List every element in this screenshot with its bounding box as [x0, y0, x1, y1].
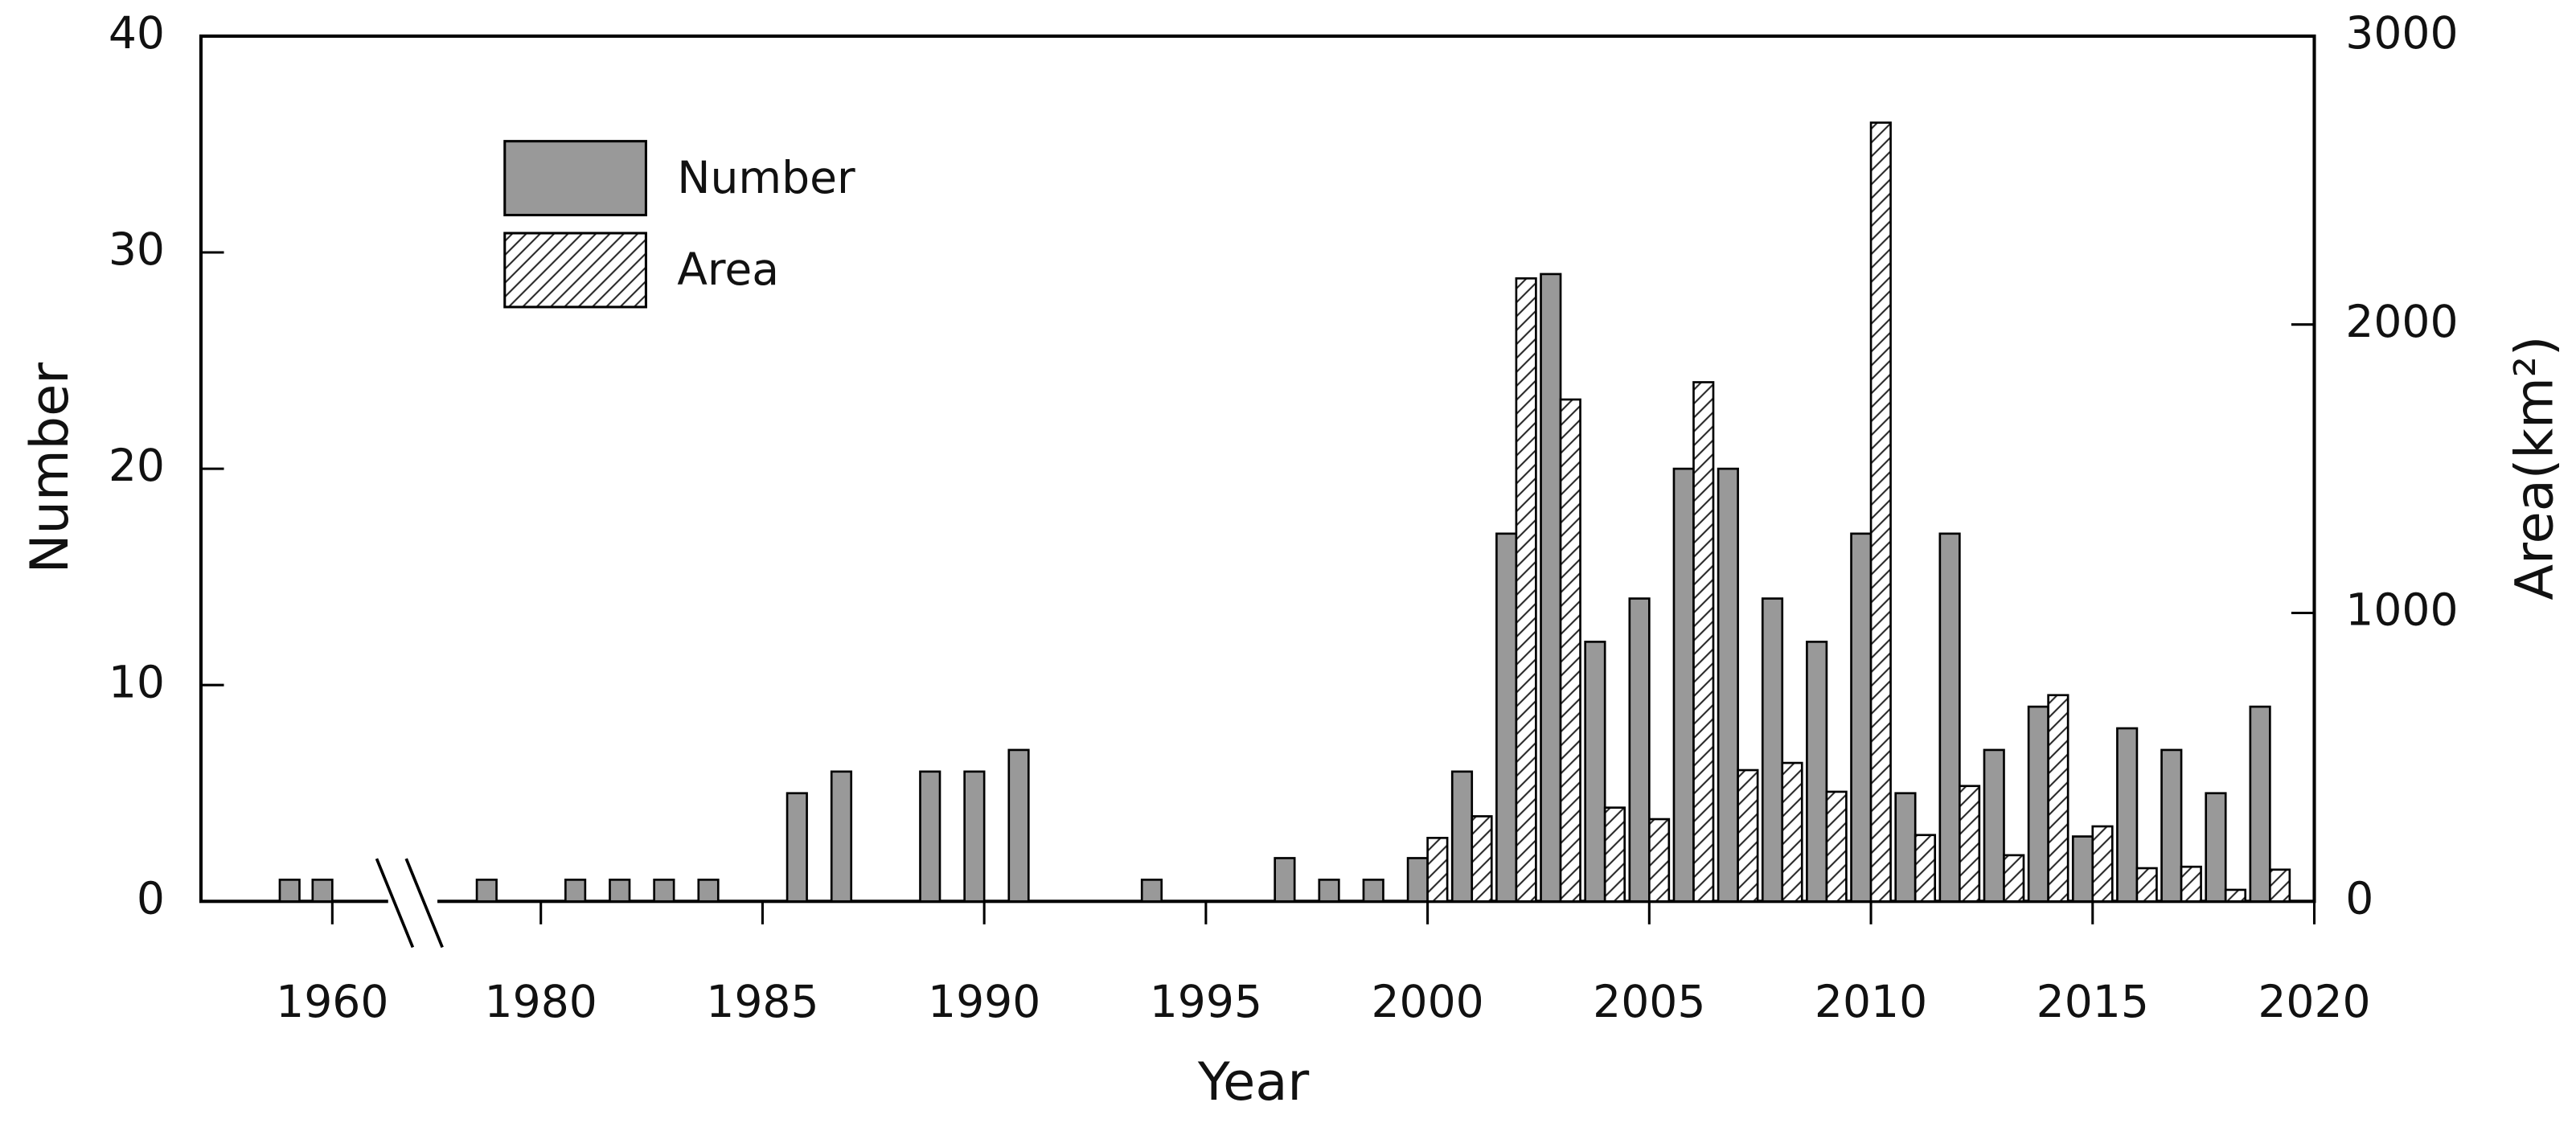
bar	[2249, 705, 2271, 903]
y2-axis-title: Area(km²)	[2504, 336, 2565, 600]
y2-tick-label: 0	[2345, 873, 2373, 924]
bar	[2205, 792, 2227, 903]
bar	[1737, 768, 1759, 903]
bar	[1914, 834, 1937, 903]
bar	[1584, 641, 1606, 903]
bar	[963, 770, 986, 903]
bar	[1495, 532, 1518, 903]
bar	[2269, 868, 2291, 903]
y-tick-label: 0	[137, 873, 165, 924]
x-tick-label: 1995	[1150, 977, 1262, 1028]
x-tick-label: 2015	[2037, 977, 2149, 1028]
bar	[1825, 790, 1848, 903]
bar	[1426, 837, 1449, 903]
bar	[1450, 770, 1474, 903]
bar	[2116, 727, 2139, 903]
x-tick-label: 2000	[1371, 977, 1483, 1028]
bar	[1983, 748, 2005, 903]
x-tick-label: 1960	[276, 977, 388, 1028]
bar	[2180, 865, 2202, 903]
bar	[2091, 825, 2114, 903]
bar	[1628, 597, 1651, 903]
y-tick-label: 40	[109, 8, 165, 59]
bar	[1761, 597, 1784, 903]
bar	[1672, 467, 1695, 903]
y-axis-title: Number	[19, 363, 80, 574]
bar	[2027, 705, 2049, 903]
bar	[1515, 277, 1537, 903]
x-tick-label: 2005	[1593, 977, 1705, 1028]
bar	[2003, 854, 2025, 903]
bar	[1406, 857, 1429, 903]
bar	[1274, 857, 1296, 903]
bar	[1140, 879, 1163, 903]
y-tick-label: 30	[109, 224, 165, 276]
bar	[1781, 761, 1803, 903]
bar	[1007, 748, 1030, 903]
y-tick-label: 20	[109, 441, 165, 492]
bar	[1850, 532, 1873, 903]
x-tick-label: 2010	[1815, 977, 1927, 1028]
bar	[1362, 879, 1384, 903]
bar	[1603, 806, 1626, 903]
x-tick-label: 2020	[2258, 977, 2370, 1028]
bar	[1938, 532, 1961, 903]
bar	[1647, 818, 1671, 903]
bar	[1540, 273, 1562, 903]
legend-swatch	[503, 232, 647, 309]
x-tick-label: 1985	[706, 977, 818, 1028]
bar	[1559, 398, 1581, 903]
bar	[564, 879, 587, 903]
bar	[2071, 835, 2094, 903]
bar	[919, 770, 941, 903]
bar	[1894, 792, 1917, 903]
y-tick-label: 10	[109, 657, 165, 708]
bar	[653, 879, 675, 903]
bar	[1717, 467, 1739, 903]
bar	[311, 879, 334, 903]
bar	[1959, 785, 1981, 903]
x-axis-title: Year	[1197, 1051, 1309, 1113]
bar	[1318, 879, 1340, 903]
bar	[609, 879, 631, 903]
legend-swatch	[503, 140, 647, 217]
bar	[786, 792, 808, 903]
bar	[475, 879, 498, 903]
legend-label: Area	[677, 244, 779, 296]
bar	[2160, 748, 2183, 903]
bar	[1692, 381, 1715, 903]
bar	[1806, 641, 1828, 903]
bar	[830, 770, 853, 903]
y2-tick-label: 3000	[2345, 8, 2458, 59]
y2-tick-label: 2000	[2345, 297, 2458, 348]
y2-tick-label: 1000	[2345, 585, 2458, 637]
bar	[278, 879, 301, 903]
axis-break	[375, 858, 444, 949]
bar	[2224, 888, 2247, 903]
bar	[2135, 867, 2158, 903]
x-tick-label: 1980	[485, 977, 597, 1028]
bar	[1869, 121, 1892, 903]
bar	[1471, 815, 1493, 903]
bar	[697, 879, 720, 903]
legend-label: Number	[677, 153, 855, 204]
x-tick-label: 1990	[928, 977, 1040, 1028]
bar	[2047, 694, 2069, 903]
